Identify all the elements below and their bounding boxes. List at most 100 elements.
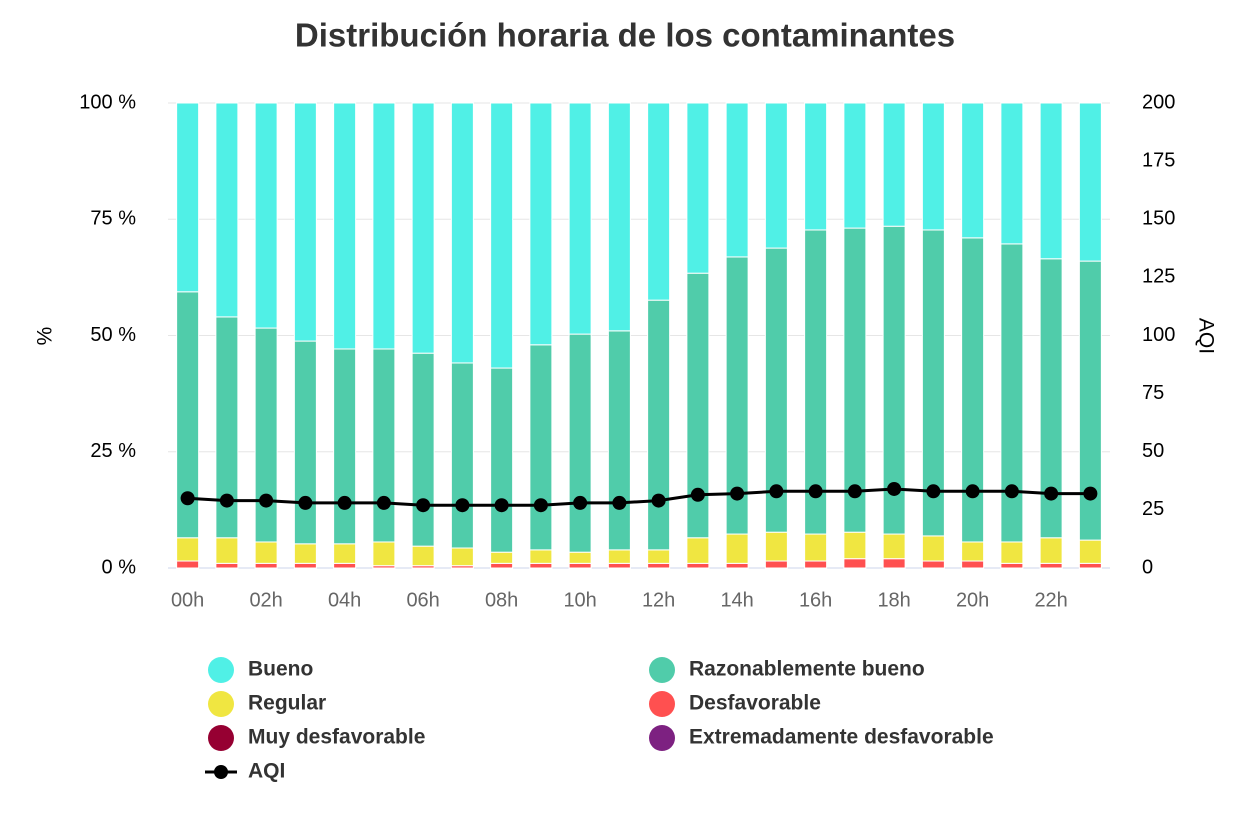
bar-segment (882, 102, 906, 227)
line-point (730, 486, 745, 501)
legend-symbol (208, 725, 234, 751)
bar-segment (686, 102, 710, 274)
bar-segment (725, 102, 749, 258)
line-point (376, 495, 391, 510)
line (187, 487, 1091, 507)
bar-segment (647, 549, 671, 564)
bar-segment (490, 367, 514, 553)
line-point (769, 484, 784, 499)
bar-segment (215, 102, 239, 318)
line-point (180, 491, 195, 506)
line-point (808, 484, 823, 499)
bar-segment (372, 348, 396, 543)
line-point (965, 484, 980, 499)
bar-segment (411, 102, 435, 354)
line-point (847, 484, 862, 499)
x-tick-label: 14h (720, 589, 753, 611)
bar-segment (529, 562, 553, 569)
line-point (1044, 486, 1059, 501)
y2-tick-label: 25 (1142, 498, 1164, 520)
legend-label: Regular (248, 692, 326, 715)
line-point (651, 493, 666, 508)
legend-symbol (649, 691, 675, 717)
x-tick-label: 16h (799, 589, 832, 611)
bar-segment (568, 551, 592, 564)
bar-segment (254, 102, 278, 329)
bar-segment (450, 362, 474, 549)
bar-segment (1000, 102, 1024, 245)
y2-axis-title: AQI (1194, 318, 1217, 354)
line-point (533, 498, 548, 513)
y2-tick-label: 75 (1142, 382, 1164, 404)
y2-tick-label: 100 (1142, 324, 1175, 346)
legend-symbol (208, 691, 234, 717)
bar-segment (647, 299, 671, 551)
bar-segment (804, 533, 828, 562)
bar-segment (921, 560, 945, 569)
bar-segment (254, 541, 278, 564)
bar-segment (529, 102, 553, 346)
bar-segment (1078, 102, 1102, 262)
bar-segment (1078, 562, 1102, 569)
bar-segment (1078, 539, 1102, 564)
bar-segment (843, 102, 867, 229)
bar-segment (450, 547, 474, 567)
line-point (612, 495, 627, 510)
bar-segment (607, 330, 631, 551)
line-point (926, 484, 941, 499)
x-tick-label: 12h (642, 589, 675, 611)
bar-segment (568, 102, 592, 335)
bar-segment (607, 102, 631, 332)
line-point (494, 498, 509, 513)
bar-segment (961, 560, 985, 569)
x-tick-label: 00h (171, 589, 204, 611)
line-point (1083, 486, 1098, 501)
bar-segment (1039, 562, 1063, 569)
line-point (455, 498, 470, 513)
line-point (1004, 484, 1019, 499)
x-tick-label: 04h (328, 589, 361, 611)
legend-symbol (208, 657, 234, 683)
bar-segment (490, 102, 514, 369)
legend-label: Muy desfavorable (248, 726, 425, 749)
bar-segment (647, 102, 671, 301)
bar-segment (686, 537, 710, 564)
legend-symbol (649, 725, 675, 751)
legend-label: Desfavorable (689, 692, 821, 715)
bar-segment (254, 562, 278, 569)
x-tick-label: 08h (485, 589, 518, 611)
bar-segment (961, 102, 985, 239)
y-tick-label: 0 % (102, 556, 137, 578)
bar-segment (176, 537, 200, 562)
bar-segment (411, 545, 435, 567)
bar-segment (921, 535, 945, 562)
x-tick-label: 20h (956, 589, 989, 611)
bar-segment (176, 102, 200, 293)
bar-segment (333, 562, 357, 569)
x-tick-label: 18h (877, 589, 910, 611)
bar-segment (725, 533, 749, 564)
line-point (690, 487, 705, 502)
legend-symbol (214, 765, 228, 779)
bar-segment (176, 560, 200, 569)
line-point (887, 481, 902, 496)
bar-segment (921, 102, 945, 231)
bar-segment (411, 352, 435, 547)
bar-segment (607, 562, 631, 569)
bar-segment (293, 102, 317, 342)
bar-segment (882, 533, 906, 560)
bar-segment (961, 541, 985, 562)
bar-segment (843, 558, 867, 569)
bar-segment (333, 102, 357, 350)
bar-segment (607, 549, 631, 564)
bar-segment (804, 102, 828, 231)
bar-segment (293, 543, 317, 564)
y-tick-label: 25 % (90, 440, 136, 462)
bar-segment (333, 543, 357, 564)
y2-tick-label: 150 (1142, 208, 1175, 230)
line-point (259, 493, 274, 508)
line-point (416, 498, 431, 513)
bar-segment (764, 531, 788, 562)
y2-tick-label: 175 (1142, 149, 1175, 171)
